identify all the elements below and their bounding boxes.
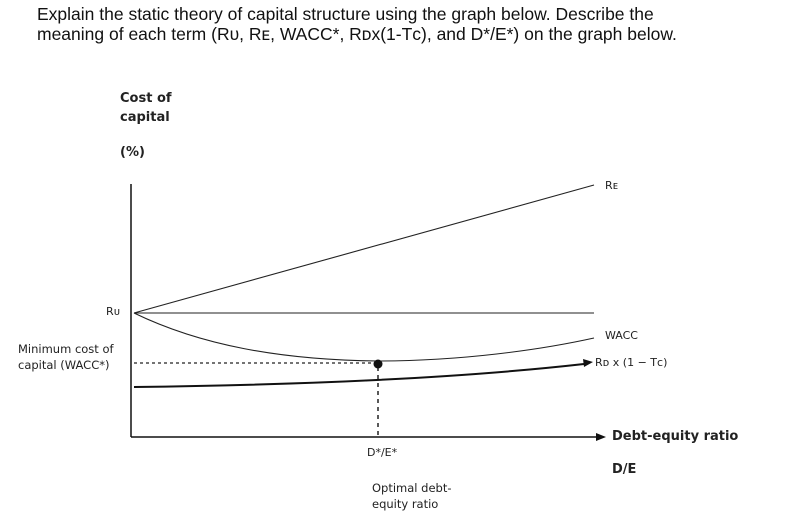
question-text: Explain the static theory of capital str… <box>37 4 777 44</box>
question-line-1: Explain the static theory of capital str… <box>37 4 654 24</box>
re-label: Rᴇ <box>605 179 619 192</box>
optimal-desc-line2: equity ratio <box>372 497 439 511</box>
wacc-curve <box>133 312 595 362</box>
optimal-desc-line1: Optimal debt- <box>372 481 452 495</box>
rd-line <box>133 363 585 388</box>
optimal-point-dot <box>373 359 383 369</box>
x-axis-label-line1: Debt-equity ratio <box>612 429 739 444</box>
x-axis-arrowhead <box>596 433 606 441</box>
ru-label: Rᴜ <box>106 305 120 318</box>
y-axis-label-line3: (%) <box>120 145 145 160</box>
question-line-2: meaning of each term (Rᴜ, Rᴇ, WACC*, Rᴅx… <box>37 24 677 44</box>
rd-arrowhead <box>583 359 593 367</box>
y-axis-label-line1: Cost of <box>120 91 172 106</box>
rd-label: Rᴅ x (1 − Tᴄ) <box>595 356 668 369</box>
x-axis-label-line2: D/E <box>612 462 637 477</box>
y-axis-label-line2: capital <box>120 110 170 125</box>
min-cost-label-line2: capital (WACC*) <box>18 358 110 372</box>
wacc-label: WACC <box>605 329 638 342</box>
optimal-ratio-label: D*/E* <box>367 446 398 459</box>
min-cost-label-line1: Minimum cost of <box>18 342 114 356</box>
re-line <box>133 184 595 314</box>
